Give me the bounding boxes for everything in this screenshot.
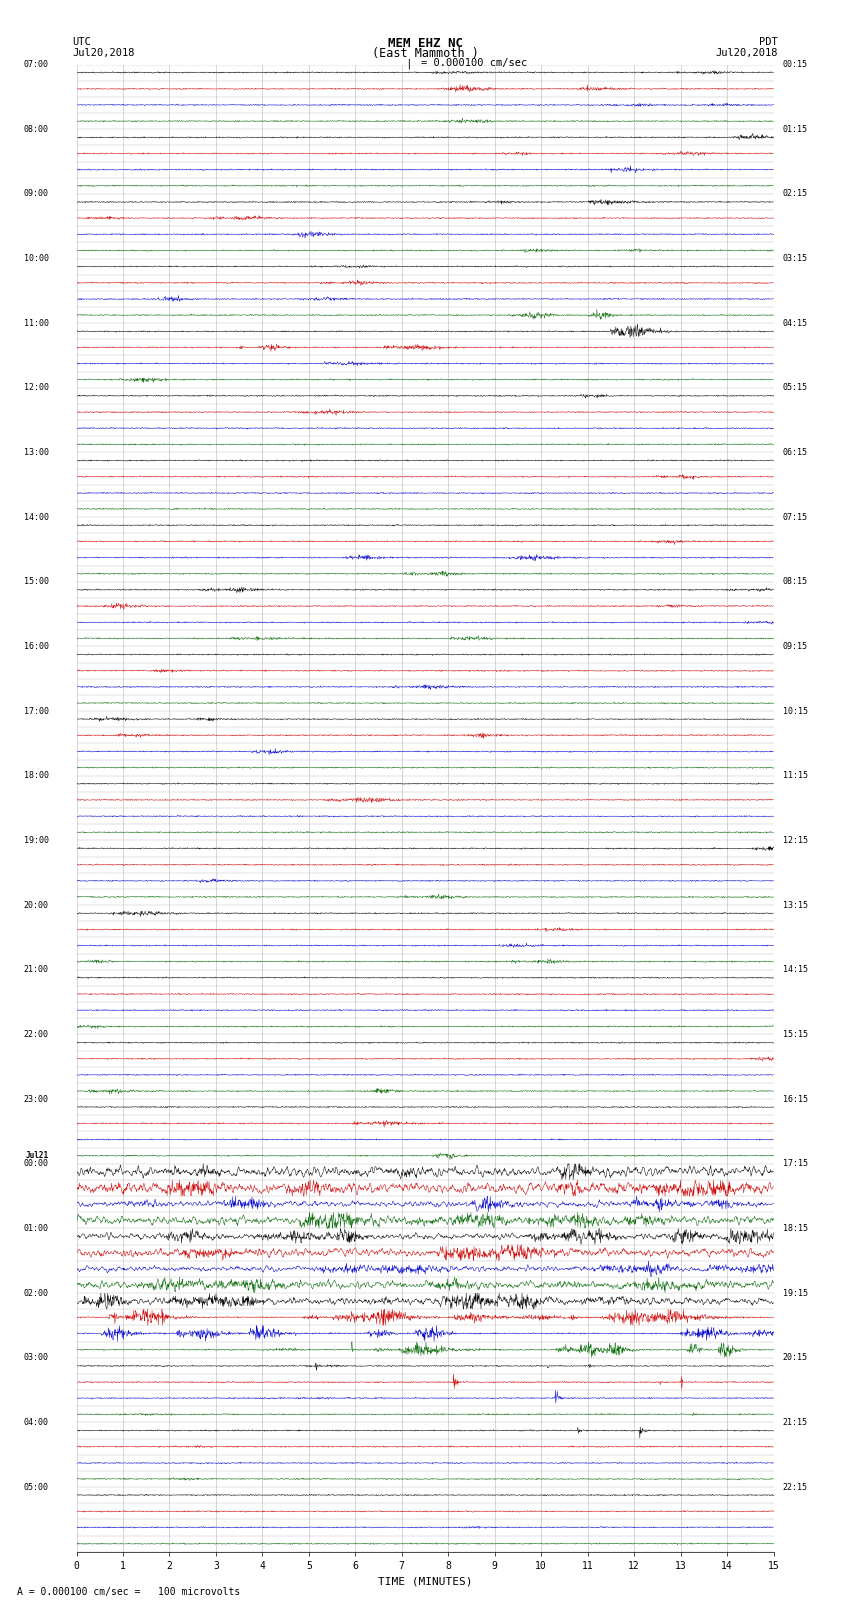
Text: 18:15: 18:15 [783,1224,808,1232]
Text: = 0.000100 cm/sec: = 0.000100 cm/sec [421,58,527,68]
Text: 22:15: 22:15 [783,1482,808,1492]
Text: 01:00: 01:00 [24,1224,48,1232]
Text: 09:15: 09:15 [783,642,808,652]
Text: 13:15: 13:15 [783,900,808,910]
Text: 14:00: 14:00 [24,513,48,521]
Text: 18:00: 18:00 [24,771,48,781]
Text: 15:15: 15:15 [783,1031,808,1039]
Text: 00:00: 00:00 [24,1160,48,1168]
Text: 08:15: 08:15 [783,577,808,586]
Text: 14:15: 14:15 [783,965,808,974]
Text: PDT: PDT [759,37,778,47]
Text: Jul20,2018: Jul20,2018 [715,48,778,58]
Text: 05:15: 05:15 [783,384,808,392]
Text: 19:15: 19:15 [783,1289,808,1297]
Text: 05:00: 05:00 [24,1482,48,1492]
Text: 04:15: 04:15 [783,319,808,327]
Text: 10:00: 10:00 [24,253,48,263]
Text: Jul21: Jul21 [26,1152,48,1160]
Text: 19:00: 19:00 [24,836,48,845]
Text: 17:15: 17:15 [783,1160,808,1168]
Text: 02:15: 02:15 [783,189,808,198]
Text: 10:15: 10:15 [783,706,808,716]
Text: 22:00: 22:00 [24,1031,48,1039]
Text: 17:00: 17:00 [24,706,48,716]
Text: 21:00: 21:00 [24,965,48,974]
Text: 16:15: 16:15 [783,1095,808,1103]
Text: 01:15: 01:15 [783,124,808,134]
Text: |: | [405,58,411,69]
Text: 12:00: 12:00 [24,384,48,392]
Text: 07:00: 07:00 [24,60,48,69]
Text: 11:15: 11:15 [783,771,808,781]
Text: MEM EHZ NC: MEM EHZ NC [388,37,462,50]
Text: 11:00: 11:00 [24,319,48,327]
Text: (East Mammoth ): (East Mammoth ) [371,47,479,60]
Text: 04:00: 04:00 [24,1418,48,1428]
Text: 03:00: 03:00 [24,1353,48,1363]
Text: Jul20,2018: Jul20,2018 [72,48,135,58]
Text: 20:15: 20:15 [783,1353,808,1363]
Text: 07:15: 07:15 [783,513,808,521]
Text: 03:15: 03:15 [783,253,808,263]
Text: 09:00: 09:00 [24,189,48,198]
Text: 12:15: 12:15 [783,836,808,845]
Text: 16:00: 16:00 [24,642,48,652]
Text: A = 0.000100 cm/sec =   100 microvolts: A = 0.000100 cm/sec = 100 microvolts [17,1587,241,1597]
Text: 21:15: 21:15 [783,1418,808,1428]
Text: 23:00: 23:00 [24,1095,48,1103]
Text: 20:00: 20:00 [24,900,48,910]
Text: 06:15: 06:15 [783,448,808,456]
Text: UTC: UTC [72,37,91,47]
Text: 08:00: 08:00 [24,124,48,134]
Text: 00:15: 00:15 [783,60,808,69]
Text: 13:00: 13:00 [24,448,48,456]
Text: 02:00: 02:00 [24,1289,48,1297]
Text: 15:00: 15:00 [24,577,48,586]
X-axis label: TIME (MINUTES): TIME (MINUTES) [377,1576,473,1586]
